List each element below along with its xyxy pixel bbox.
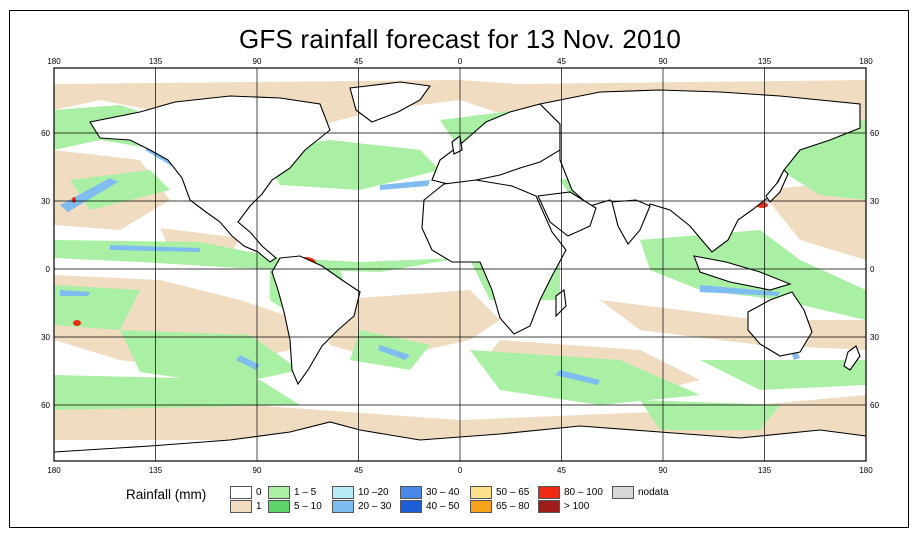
- legend-swatch: [538, 500, 560, 513]
- india: [611, 199, 651, 245]
- lon-tick-label-top: 135: [758, 57, 772, 66]
- lon-tick-label-top: 0: [458, 57, 463, 66]
- legend-label: nodata: [638, 486, 669, 498]
- legend-label: 0: [256, 486, 262, 498]
- legend-swatch: [332, 486, 354, 499]
- lon-tick-label-top: 90: [253, 57, 262, 66]
- lon-tick-label-top: 135: [149, 57, 163, 66]
- map-title: GFS rainfall forecast for 13 Nov. 2010: [238, 24, 682, 54]
- lat-tick-label-right: 30: [870, 333, 879, 342]
- legend-label: 65 – 80: [496, 500, 530, 512]
- lat-tick-label-right: 0: [870, 265, 875, 274]
- legend-label: 30 – 40: [426, 486, 460, 498]
- lon-tick-label-bottom: 135: [149, 466, 163, 475]
- legend-swatch: [470, 486, 492, 499]
- legend-label: 50 – 65: [496, 486, 530, 498]
- lat-tick-label-right: 30: [870, 197, 879, 206]
- lon-tick-label-bottom: 45: [354, 466, 363, 475]
- japan: [765, 169, 789, 203]
- legend-label: > 100: [564, 500, 590, 512]
- lon-tick-label-bottom: 90: [659, 466, 668, 475]
- graticule: [54, 68, 866, 461]
- legend-label: 80 – 100: [564, 486, 603, 498]
- lat-tick-label-left: 60: [41, 401, 50, 410]
- legend-swatch: [400, 500, 422, 513]
- new-zealand: [843, 345, 861, 371]
- legend-label: 40 – 50: [426, 500, 460, 512]
- lat-tick-label-right: 60: [870, 129, 879, 138]
- lon-tick-label-top: 180: [47, 57, 61, 66]
- legend-swatch: [332, 500, 354, 513]
- legend-swatch: [268, 486, 290, 499]
- legend-swatch: [230, 486, 252, 499]
- legend-label: 20 – 30: [358, 500, 392, 512]
- figure-frame: [9, 10, 909, 528]
- north-america: [89, 95, 331, 263]
- legend-swatch: [268, 500, 290, 513]
- lon-tick-label-top: 45: [354, 57, 363, 66]
- lon-tick-label-bottom: 180: [859, 466, 873, 475]
- legend-label: 1 – 5: [294, 486, 317, 498]
- lon-tick-label-top: 90: [659, 57, 668, 66]
- legend-swatch: [470, 500, 492, 513]
- africa: [421, 179, 567, 335]
- arabia: [537, 191, 597, 237]
- lon-tick-label-bottom: 45: [557, 466, 566, 475]
- lon-tick-label-top: 180: [859, 57, 873, 66]
- south-america: [271, 255, 361, 386]
- lat-tick-label-right: 60: [870, 401, 879, 410]
- lon-tick-label-bottom: 135: [758, 466, 772, 475]
- indonesia: [693, 255, 792, 291]
- legend-swatch: [612, 486, 634, 499]
- legend-label: 1: [256, 500, 262, 512]
- legend-swatch: [538, 486, 560, 499]
- lat-tick-label-left: 30: [41, 333, 50, 342]
- asia: [538, 89, 861, 253]
- lat-tick-label-left: 0: [46, 265, 51, 274]
- lon-tick-label-bottom: 90: [253, 466, 262, 475]
- lat-tick-label-left: 30: [41, 197, 50, 206]
- map-border: [53, 67, 867, 462]
- legend-title: Rainfall (mm): [126, 487, 207, 502]
- lon-tick-label-top: 45: [557, 57, 566, 66]
- uk: [451, 135, 463, 155]
- legend-label: 5 – 10: [294, 500, 322, 512]
- lon-tick-label-bottom: 180: [47, 466, 61, 475]
- legend-label: 10 –20: [358, 486, 389, 498]
- tick-labels: 180 180 135 135 90 90 45 45 0 0 45 45 90 90 135 135 180 1…: [41, 57, 879, 475]
- lat-tick-label-left: 60: [41, 129, 50, 138]
- legend-swatch: [230, 500, 252, 513]
- legend-swatch: [400, 486, 422, 499]
- lon-tick-label-bottom: 0: [458, 466, 463, 475]
